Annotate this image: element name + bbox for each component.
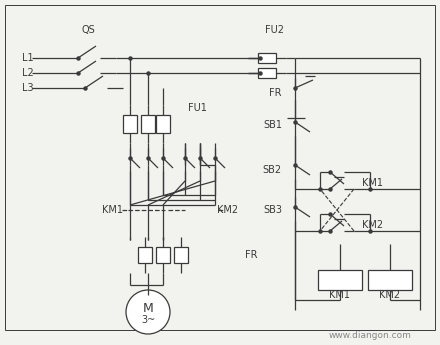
Text: L2: L2: [22, 68, 34, 78]
Text: FU1: FU1: [188, 103, 207, 113]
Bar: [156, 247, 170, 263]
Text: KM1: KM1: [102, 205, 122, 215]
Text: KM2: KM2: [217, 205, 238, 215]
Bar: [318, 270, 362, 290]
Bar: [123, 115, 137, 133]
Bar: [174, 247, 188, 263]
Text: FU2: FU2: [265, 25, 285, 35]
Text: 3~: 3~: [141, 315, 155, 325]
Bar: [141, 115, 155, 133]
Bar: [156, 115, 170, 133]
Text: SB3: SB3: [263, 205, 282, 215]
Text: KM2: KM2: [362, 220, 383, 230]
Text: FR: FR: [245, 250, 257, 260]
Bar: [138, 247, 152, 263]
Text: L3: L3: [22, 83, 33, 93]
Bar: [258, 68, 276, 78]
Text: L1: L1: [22, 53, 33, 63]
Text: QS: QS: [81, 25, 95, 35]
Text: KM1: KM1: [330, 290, 351, 300]
Circle shape: [126, 290, 170, 334]
Text: www.diangon.com: www.diangon.com: [329, 331, 411, 339]
Text: SB2: SB2: [263, 165, 282, 175]
Bar: [258, 53, 276, 63]
Text: SB1: SB1: [263, 120, 282, 130]
Text: FR: FR: [269, 88, 282, 98]
Bar: [368, 270, 412, 290]
Text: M: M: [143, 302, 154, 315]
Text: KM2: KM2: [379, 290, 400, 300]
Text: KM1: KM1: [362, 178, 383, 188]
